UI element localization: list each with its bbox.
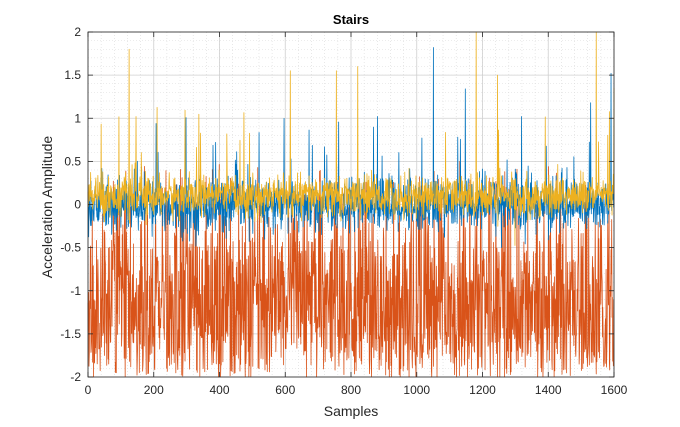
series-layer	[87, 31, 615, 378]
x-tick-label: 600	[275, 383, 295, 397]
y-tick-label: -0.5	[60, 241, 81, 255]
series-line	[87, 47, 615, 248]
y-tick-label: 0	[74, 198, 81, 212]
y-tick-label: -1	[70, 284, 81, 298]
x-tick-label: 1600	[601, 383, 628, 397]
x-tick-label: 800	[341, 383, 361, 397]
ticks: 0 200 400 600 800 1000 1200 1400 1600 -2 -1.5 -1 -0.…	[60, 25, 627, 397]
y-tick-label: 0.5	[64, 154, 81, 168]
x-tick-label: 1000	[403, 383, 430, 397]
series-line	[87, 31, 615, 246]
y-tick-label: 1	[74, 111, 81, 125]
chart-title: Stairs	[333, 12, 369, 27]
x-axis-label: Samples	[324, 403, 378, 419]
series-line	[87, 161, 615, 378]
x-tick-label: 0	[85, 383, 92, 397]
x-tick-label: 400	[209, 383, 229, 397]
y-tick-label: 1.5	[64, 68, 81, 82]
x-tick-label: 1400	[535, 383, 562, 397]
y-tick-label: -1.5	[60, 327, 81, 341]
y-axis-label: Acceleration Amplitude	[39, 136, 55, 279]
x-tick-label: 200	[144, 383, 164, 397]
y-tick-label: 2	[74, 25, 81, 39]
x-tick-label: 1200	[469, 383, 496, 397]
y-tick-label: -2	[70, 370, 81, 384]
